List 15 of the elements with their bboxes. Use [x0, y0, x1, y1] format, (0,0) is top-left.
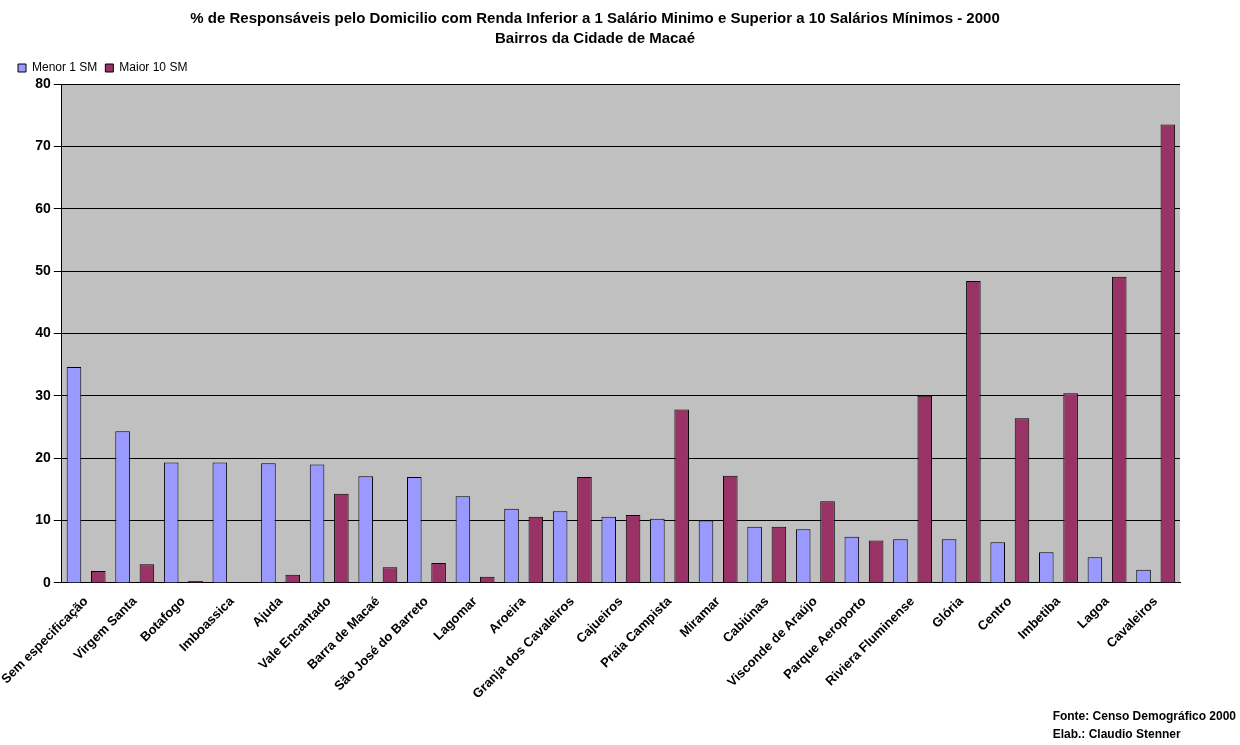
y-tick-label: 50: [35, 261, 52, 278]
y-tick-label: 0: [43, 573, 52, 590]
y-tick-label: 60: [35, 199, 52, 216]
y-tick-label: 20: [35, 449, 52, 466]
text: Elab.: Claudio Stenner: [1052, 726, 1182, 743]
y-tick-label: 40: [35, 324, 52, 341]
y-tick-label: 70: [35, 137, 52, 154]
y-tick-label: 30: [35, 386, 52, 403]
y-tick-label: 80: [35, 74, 52, 91]
y-tick-label: 10: [35, 511, 52, 528]
legend-label: Maior 10 SM: [119, 60, 188, 75]
legend-label: Menor 1 SM: [32, 60, 98, 75]
chart-subtitle: Bairros da Cidade de Macaé: [494, 29, 696, 47]
chart-title: % de Responsáveis pelo Domicilio com Renda Inferior a 1 Salário Minimo e Superior a 10 Salários Mínimos - 2000: [190, 9, 1000, 27]
source-note: Fonte: Censo Demográfico 2000: [1052, 708, 1236, 725]
